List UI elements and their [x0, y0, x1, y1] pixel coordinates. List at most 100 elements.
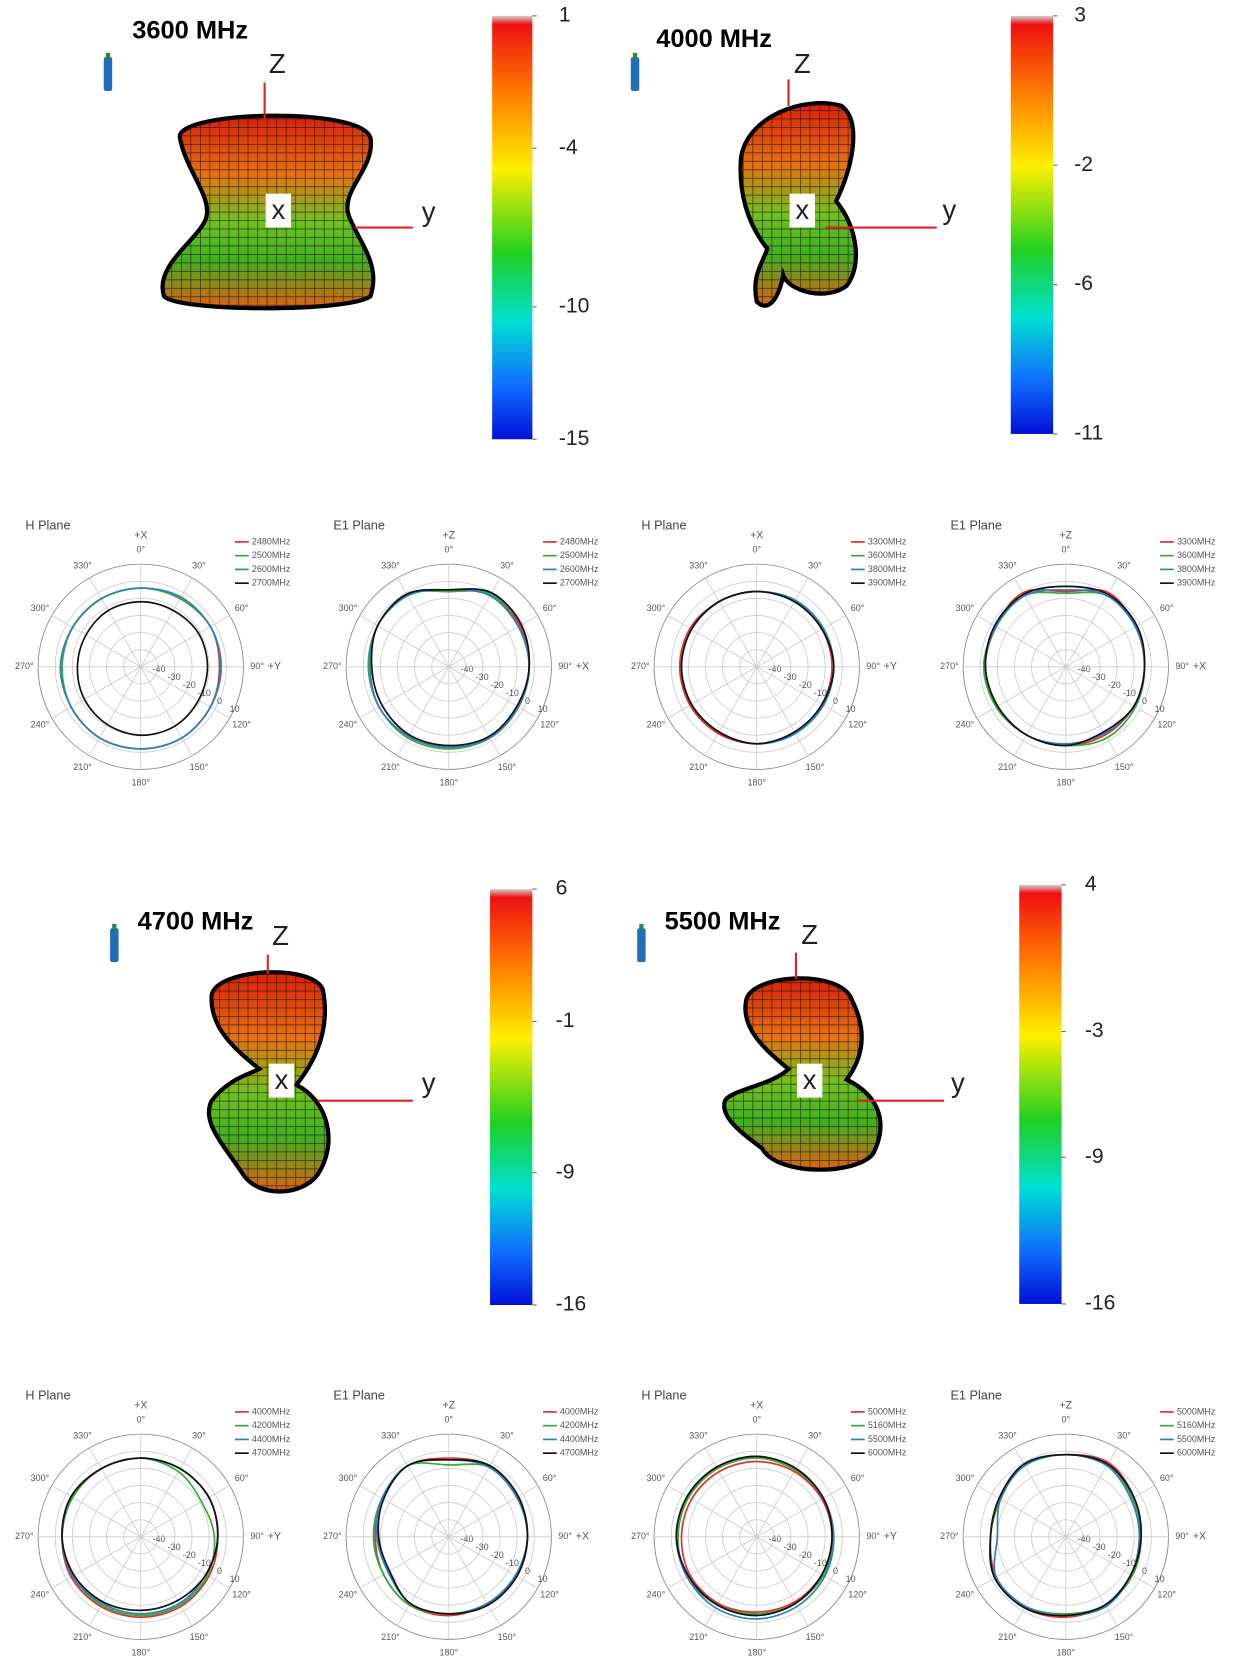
radial-tick-label: -10 — [198, 1558, 211, 1568]
radial-tick-label: -40 — [153, 664, 166, 674]
angle-label: 30° — [808, 1430, 822, 1440]
angle-label: 300° — [31, 603, 50, 613]
radial-tick-label: 0 — [833, 696, 838, 706]
colorbar — [1019, 885, 1061, 1304]
legend-label: 3800MHz — [1177, 564, 1216, 574]
angle-label: 0° — [752, 545, 761, 555]
colorbar-tick-label: -1 — [556, 1009, 575, 1032]
colorbar-tick-label: -2 — [1074, 153, 1093, 176]
direction-label: +X — [1193, 661, 1206, 673]
legend-label: 4700MHz — [252, 1448, 291, 1458]
angle-label: 0° — [444, 1415, 453, 1425]
angle-label: 30° — [1117, 1430, 1131, 1440]
polar-title: E1 Plane — [333, 518, 385, 532]
panel-title: 4000 MHz — [656, 25, 772, 53]
angle-label: 120° — [848, 1589, 867, 1599]
icon-cap — [639, 924, 643, 929]
radial-tick-label: -10 — [506, 1558, 519, 1568]
angle-label: 180° — [747, 1648, 766, 1658]
angle-label: 330° — [689, 560, 708, 570]
angle-label: 180° — [747, 778, 766, 788]
angle-label: 150° — [806, 1632, 825, 1642]
direction-label: +X — [1193, 1531, 1206, 1543]
angle-label: 300° — [647, 603, 666, 613]
angle-label: 60° — [235, 603, 249, 613]
direction-label: +X — [134, 529, 147, 541]
angle-label: 60° — [851, 603, 865, 613]
colorbar-tick-label: -9 — [556, 1160, 575, 1183]
radial-tick-label: -30 — [1093, 672, 1106, 682]
radial-tick-label: -20 — [1108, 1550, 1121, 1560]
angle-label: 150° — [190, 1632, 209, 1642]
polar-title: E1 Plane — [950, 518, 1002, 532]
icon-cap — [106, 53, 110, 58]
angle-label: 30° — [500, 560, 514, 570]
angle-label: 60° — [235, 1473, 249, 1483]
polar-title: E1 Plane — [950, 1388, 1002, 1402]
legend-label: 2700MHz — [252, 578, 291, 588]
angle-label: 30° — [500, 1430, 514, 1440]
angle-label: 330° — [73, 560, 92, 570]
angle-label: 270° — [940, 1531, 959, 1541]
direction-label: +X — [750, 1399, 763, 1411]
angular-grid — [89, 578, 140, 667]
angle-label: 270° — [15, 1531, 34, 1541]
colorbar-tick-label: -9 — [1085, 1145, 1104, 1168]
radial-tick-label: -20 — [1108, 680, 1121, 690]
page: {"chart_data":[ {"type":"surface3d","tit… — [0, 0, 1233, 1665]
angle-label: 300° — [339, 1473, 358, 1483]
angle-label: 270° — [323, 1531, 342, 1541]
radial-tick-label: 10 — [1155, 704, 1165, 714]
pattern-curve — [77, 602, 207, 735]
radial-tick-label: 10 — [230, 1574, 240, 1584]
radial-tick-label: 10 — [538, 704, 548, 714]
radial-tick-label: -40 — [461, 1534, 474, 1544]
colorbar-tick-label: -11 — [1074, 422, 1103, 445]
direction-label: +X — [576, 1531, 589, 1543]
angle-label: 120° — [232, 1589, 251, 1599]
panel-title: 3600 MHz — [132, 16, 248, 44]
radial-tick-label: -20 — [799, 1550, 812, 1560]
x-label: x — [271, 194, 285, 225]
angle-label: 150° — [806, 762, 825, 772]
y-label: y — [422, 196, 436, 227]
colorbar-tick-label: -3 — [1085, 1019, 1104, 1042]
angle-label: 90° — [866, 1531, 880, 1541]
angle-label: 330° — [381, 560, 400, 570]
radial-tick-label: -40 — [461, 664, 474, 674]
angle-label: 0° — [136, 1415, 145, 1425]
legend-label: 3900MHz — [868, 578, 907, 588]
angle-label: 330° — [381, 1430, 400, 1440]
angle-label: 330° — [998, 560, 1017, 570]
direction-label: +X — [750, 529, 763, 541]
angle-label: 240° — [647, 719, 666, 729]
angle-label: 180° — [131, 1648, 150, 1658]
legend-label: 2500MHz — [560, 550, 599, 560]
polar-title: H Plane — [25, 518, 70, 532]
legend-label: 6000MHz — [868, 1448, 907, 1458]
angle-label: 120° — [540, 719, 559, 729]
radial-tick-label: -20 — [183, 1550, 196, 1560]
colorbar-tick-label: -15 — [559, 427, 590, 450]
colorbar — [490, 889, 532, 1305]
radial-tick-label: -20 — [183, 680, 196, 690]
angle-label: 150° — [498, 1632, 517, 1642]
angle-label: 0° — [136, 545, 145, 555]
angle-label: 240° — [956, 719, 975, 729]
angular-grid — [141, 1485, 230, 1536]
legend-label: 3900MHz — [1177, 578, 1216, 588]
colorbar-tick-label: -16 — [1085, 1292, 1116, 1315]
polar-title: H Plane — [641, 518, 686, 532]
angle-label: 60° — [851, 1473, 865, 1483]
colorbar-tick-label: 1 — [559, 3, 571, 26]
radial-tick-label: -40 — [769, 1534, 782, 1544]
angle-label: 0° — [1062, 545, 1071, 555]
angle-label: 240° — [31, 1589, 50, 1599]
angle-label: 90° — [866, 661, 880, 671]
angle-label: 30° — [808, 560, 822, 570]
angle-label: 120° — [1157, 719, 1176, 729]
angle-label: 210° — [998, 1632, 1017, 1642]
angle-label: 240° — [31, 719, 50, 729]
legend-label: 2600MHz — [560, 564, 599, 574]
x-label: x — [803, 1064, 817, 1095]
